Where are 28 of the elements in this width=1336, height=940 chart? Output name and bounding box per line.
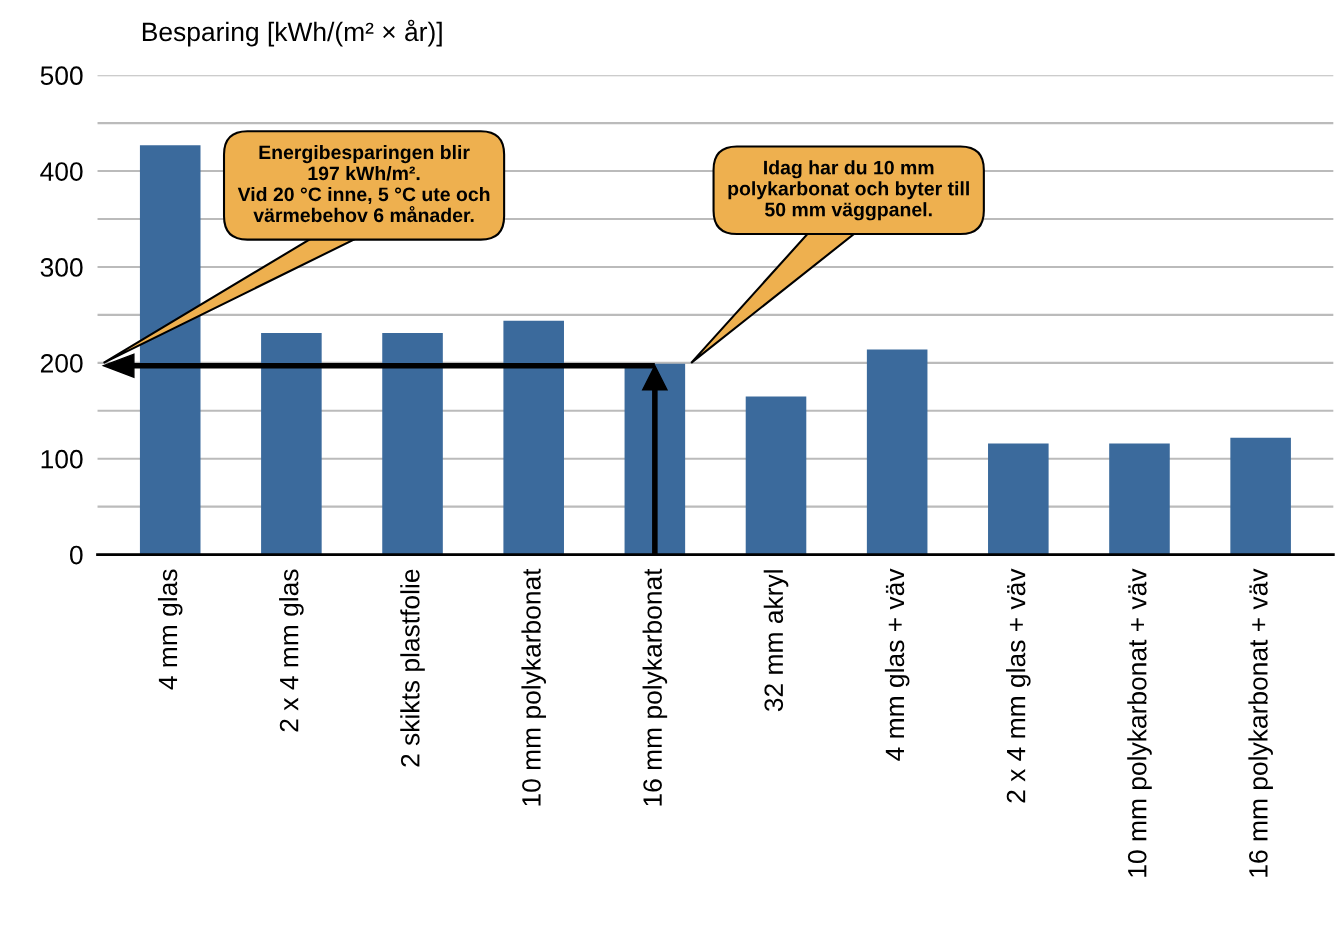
y-tick-label: 100 xyxy=(41,449,83,469)
bar xyxy=(139,145,201,555)
y-tick-label: 300 xyxy=(40,258,83,277)
x-tick-label: 2 x 4 mm glas xyxy=(279,569,304,732)
x-tick-label: 4 mm glas + väv xyxy=(884,568,910,761)
bar xyxy=(1109,443,1170,555)
x-tick-label: 32 mm akryl xyxy=(763,570,789,712)
x-tick-label: 4 mm glas xyxy=(157,569,183,690)
bar xyxy=(261,333,322,555)
x-tick-label: 2 skikts plastfolie xyxy=(400,569,425,767)
bar xyxy=(745,396,807,555)
x-tick-label: 2 x 4 mm glas + väv xyxy=(1006,568,1031,803)
annotation: Idag har du 10 mm polykarbonat och byter till 50 mm väggpanel. xyxy=(728,160,969,221)
y-tick-label: 500 xyxy=(40,66,83,86)
bar xyxy=(1230,437,1291,555)
annotation: Energibesparingen blir 197 kWh/m². Vid 20 °C inne, 5 °C ute och värmebehov 6 månader. xyxy=(237,144,490,223)
y-tick-label: 0 xyxy=(70,545,83,565)
y-tick-label: 400 xyxy=(40,162,83,181)
y-axis-title: Besparing [kWh/(m² × år)] xyxy=(142,19,442,47)
x-tick-label: 16 mm polykarbonat + väv xyxy=(1248,568,1273,877)
y-tick-label: 200 xyxy=(40,353,83,373)
bar xyxy=(382,333,443,555)
x-tick-label: 10 mm polykarbonat xyxy=(521,568,546,806)
x-tick-label: 10 mm polykarbonat + väv xyxy=(1127,568,1152,877)
x-tick-label: 16 mm polykarbonat xyxy=(642,568,668,806)
bar xyxy=(988,443,1049,555)
bar xyxy=(866,349,928,555)
bar xyxy=(503,320,564,555)
